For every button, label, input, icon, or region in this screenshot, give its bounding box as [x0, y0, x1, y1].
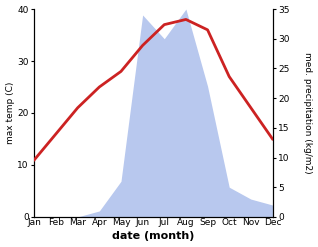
- Y-axis label: med. precipitation (kg/m2): med. precipitation (kg/m2): [303, 52, 313, 174]
- X-axis label: date (month): date (month): [112, 231, 195, 242]
- Y-axis label: max temp (C): max temp (C): [5, 82, 15, 144]
